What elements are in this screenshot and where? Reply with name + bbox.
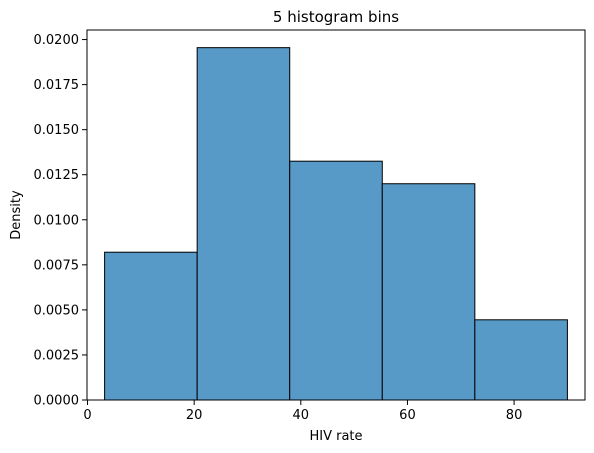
y-tick-label: 0.0100	[34, 213, 80, 228]
histogram-bar-5	[474, 319, 568, 401]
y-tick-label: 0.0000	[34, 394, 80, 409]
histogram-bar-3	[289, 160, 383, 401]
x-tick-label: 80	[506, 408, 523, 423]
y-tick-label: 0.0175	[34, 78, 80, 93]
x-tick-label: 40	[293, 408, 310, 423]
histogram-bar-1	[104, 251, 198, 401]
y-axis-label: Density	[9, 190, 24, 240]
plot-frame	[86, 29, 586, 401]
y-tick-label: 0.0025	[34, 348, 80, 363]
y-tick-label: 0.0050	[34, 303, 80, 318]
histogram-bar-4	[381, 183, 476, 401]
y-tick-label: 0.0125	[34, 168, 80, 183]
x-axis-ticks: 0 20 40 60 80	[83, 400, 522, 423]
y-tick-label: 0.0150	[34, 123, 80, 138]
x-tick-label: 60	[399, 408, 416, 423]
bars-group	[104, 47, 568, 401]
y-tick-label: 0.0200	[34, 33, 80, 48]
chart-title: 5 histogram bins	[273, 8, 399, 26]
y-axis-ticks: 0.0000 0.0025 0.0050 0.0075 0.0100 0.0125 0.01…	[34, 33, 87, 409]
x-tick-label: 20	[186, 408, 203, 423]
y-tick-label: 0.0075	[34, 258, 80, 273]
histogram-bar-2	[196, 47, 291, 401]
x-tick-label: 0	[83, 408, 91, 423]
x-axis-label: HIV rate	[309, 429, 362, 444]
